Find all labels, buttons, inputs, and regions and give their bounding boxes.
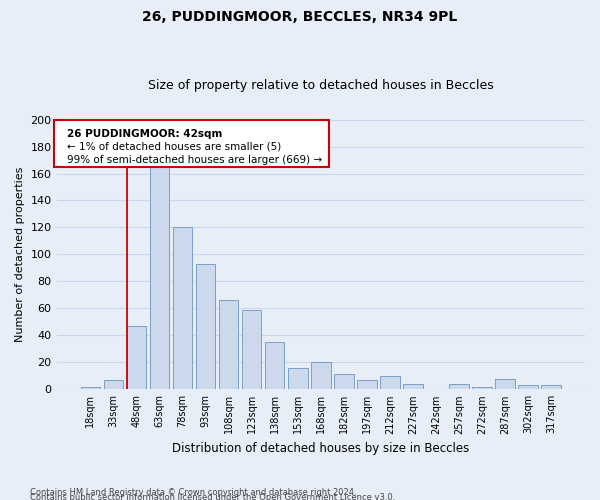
Bar [311, 362, 331, 390]
FancyBboxPatch shape [54, 120, 329, 167]
Bar [288, 368, 308, 390]
Bar [127, 326, 146, 390]
Bar [265, 342, 284, 390]
Bar [357, 380, 377, 390]
Text: 99% of semi-detached houses are larger (669) →: 99% of semi-detached houses are larger (… [67, 155, 322, 165]
Bar [380, 376, 400, 390]
Bar [472, 386, 492, 390]
Bar [541, 386, 561, 390]
X-axis label: Distribution of detached houses by size in Beccles: Distribution of detached houses by size … [172, 442, 469, 455]
Bar [403, 384, 423, 390]
Title: Size of property relative to detached houses in Beccles: Size of property relative to detached ho… [148, 79, 494, 92]
Text: ← 1% of detached houses are smaller (5): ← 1% of detached houses are smaller (5) [67, 142, 281, 152]
Bar [449, 384, 469, 390]
Bar [496, 378, 515, 390]
Bar [219, 300, 238, 390]
Y-axis label: Number of detached properties: Number of detached properties [15, 166, 25, 342]
Bar [80, 386, 100, 390]
Bar [149, 164, 169, 390]
Bar [334, 374, 353, 390]
Bar [518, 386, 538, 390]
Bar [104, 380, 123, 390]
Bar [173, 228, 193, 390]
Text: Contains public sector information licensed under the Open Government Licence v3: Contains public sector information licen… [30, 492, 395, 500]
Text: 26, PUDDINGMOOR, BECCLES, NR34 9PL: 26, PUDDINGMOOR, BECCLES, NR34 9PL [142, 10, 458, 24]
Text: 26 PUDDINGMOOR: 42sqm: 26 PUDDINGMOOR: 42sqm [67, 129, 223, 139]
Bar [242, 310, 262, 390]
Bar [196, 264, 215, 390]
Text: Contains HM Land Registry data © Crown copyright and database right 2024.: Contains HM Land Registry data © Crown c… [30, 488, 356, 497]
